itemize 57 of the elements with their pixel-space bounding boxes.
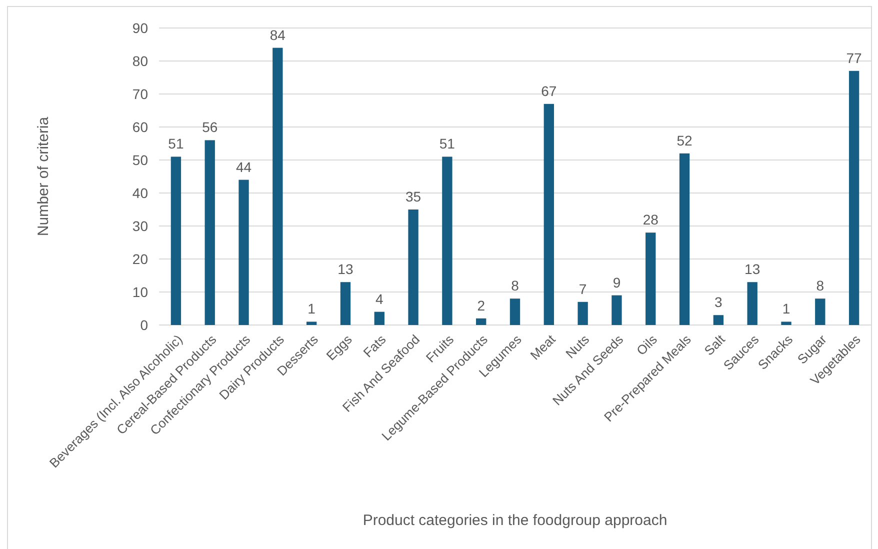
- y-tick-label: 60: [132, 118, 148, 135]
- data-label: 7: [578, 280, 587, 297]
- data-label: 67: [541, 82, 557, 99]
- bar: [476, 318, 486, 325]
- data-label: 8: [511, 278, 520, 294]
- bar: [713, 315, 724, 325]
- data-label: 13: [338, 261, 354, 278]
- bar: [510, 298, 520, 325]
- bar: [578, 302, 588, 325]
- bar: [646, 232, 656, 325]
- data-label: 51: [168, 136, 184, 152]
- bar: [544, 104, 554, 325]
- data-label: 9: [612, 274, 621, 290]
- data-label: 4: [375, 290, 384, 307]
- data-label: 13: [744, 261, 760, 278]
- bar: [204, 140, 215, 325]
- data-label: 1: [782, 300, 790, 317]
- data-label: 44: [236, 158, 252, 175]
- bar: [747, 282, 758, 325]
- data-label: 8: [816, 278, 824, 294]
- y-tick-label: 0: [140, 316, 148, 333]
- data-label: 2: [477, 297, 486, 314]
- bar: [238, 180, 249, 325]
- bar: [374, 312, 384, 325]
- bar: [340, 282, 351, 325]
- bar: [272, 48, 283, 325]
- data-label: 52: [676, 132, 693, 148]
- y-tick-label: 40: [132, 184, 148, 201]
- bar: [408, 210, 418, 325]
- data-label: 84: [270, 26, 286, 43]
- y-tick-label: 90: [132, 20, 148, 36]
- y-tick-label: 80: [132, 52, 148, 69]
- bar: [612, 295, 622, 325]
- x-tick-label: Oils: [634, 331, 660, 358]
- bar: [442, 156, 452, 325]
- data-label: 35: [405, 188, 422, 204]
- y-tick-label: 10: [132, 284, 148, 300]
- x-axis-title: Product categories in the foodgroup approach: [362, 512, 668, 529]
- bar: [306, 322, 317, 325]
- x-tick-label: Nuts: [562, 331, 592, 362]
- data-label: 1: [308, 300, 316, 317]
- y-axis-title: Number of criteria: [35, 116, 52, 236]
- y-tick-label: 70: [132, 86, 148, 102]
- bar: [170, 156, 182, 325]
- x-tick-label: Salt: [701, 331, 728, 358]
- data-label: 51: [439, 136, 456, 152]
- data-label: 3: [714, 294, 723, 310]
- y-tick-label: 30: [132, 218, 148, 234]
- data-label: 28: [642, 212, 659, 228]
- y-tick-label: 20: [132, 250, 148, 267]
- bar: [815, 298, 826, 325]
- data-label: 77: [846, 50, 862, 66]
- bar: [781, 322, 792, 325]
- bar: [679, 153, 690, 325]
- bar: [848, 70, 860, 325]
- data-label: 56: [202, 119, 218, 136]
- y-tick-label: 50: [132, 152, 148, 168]
